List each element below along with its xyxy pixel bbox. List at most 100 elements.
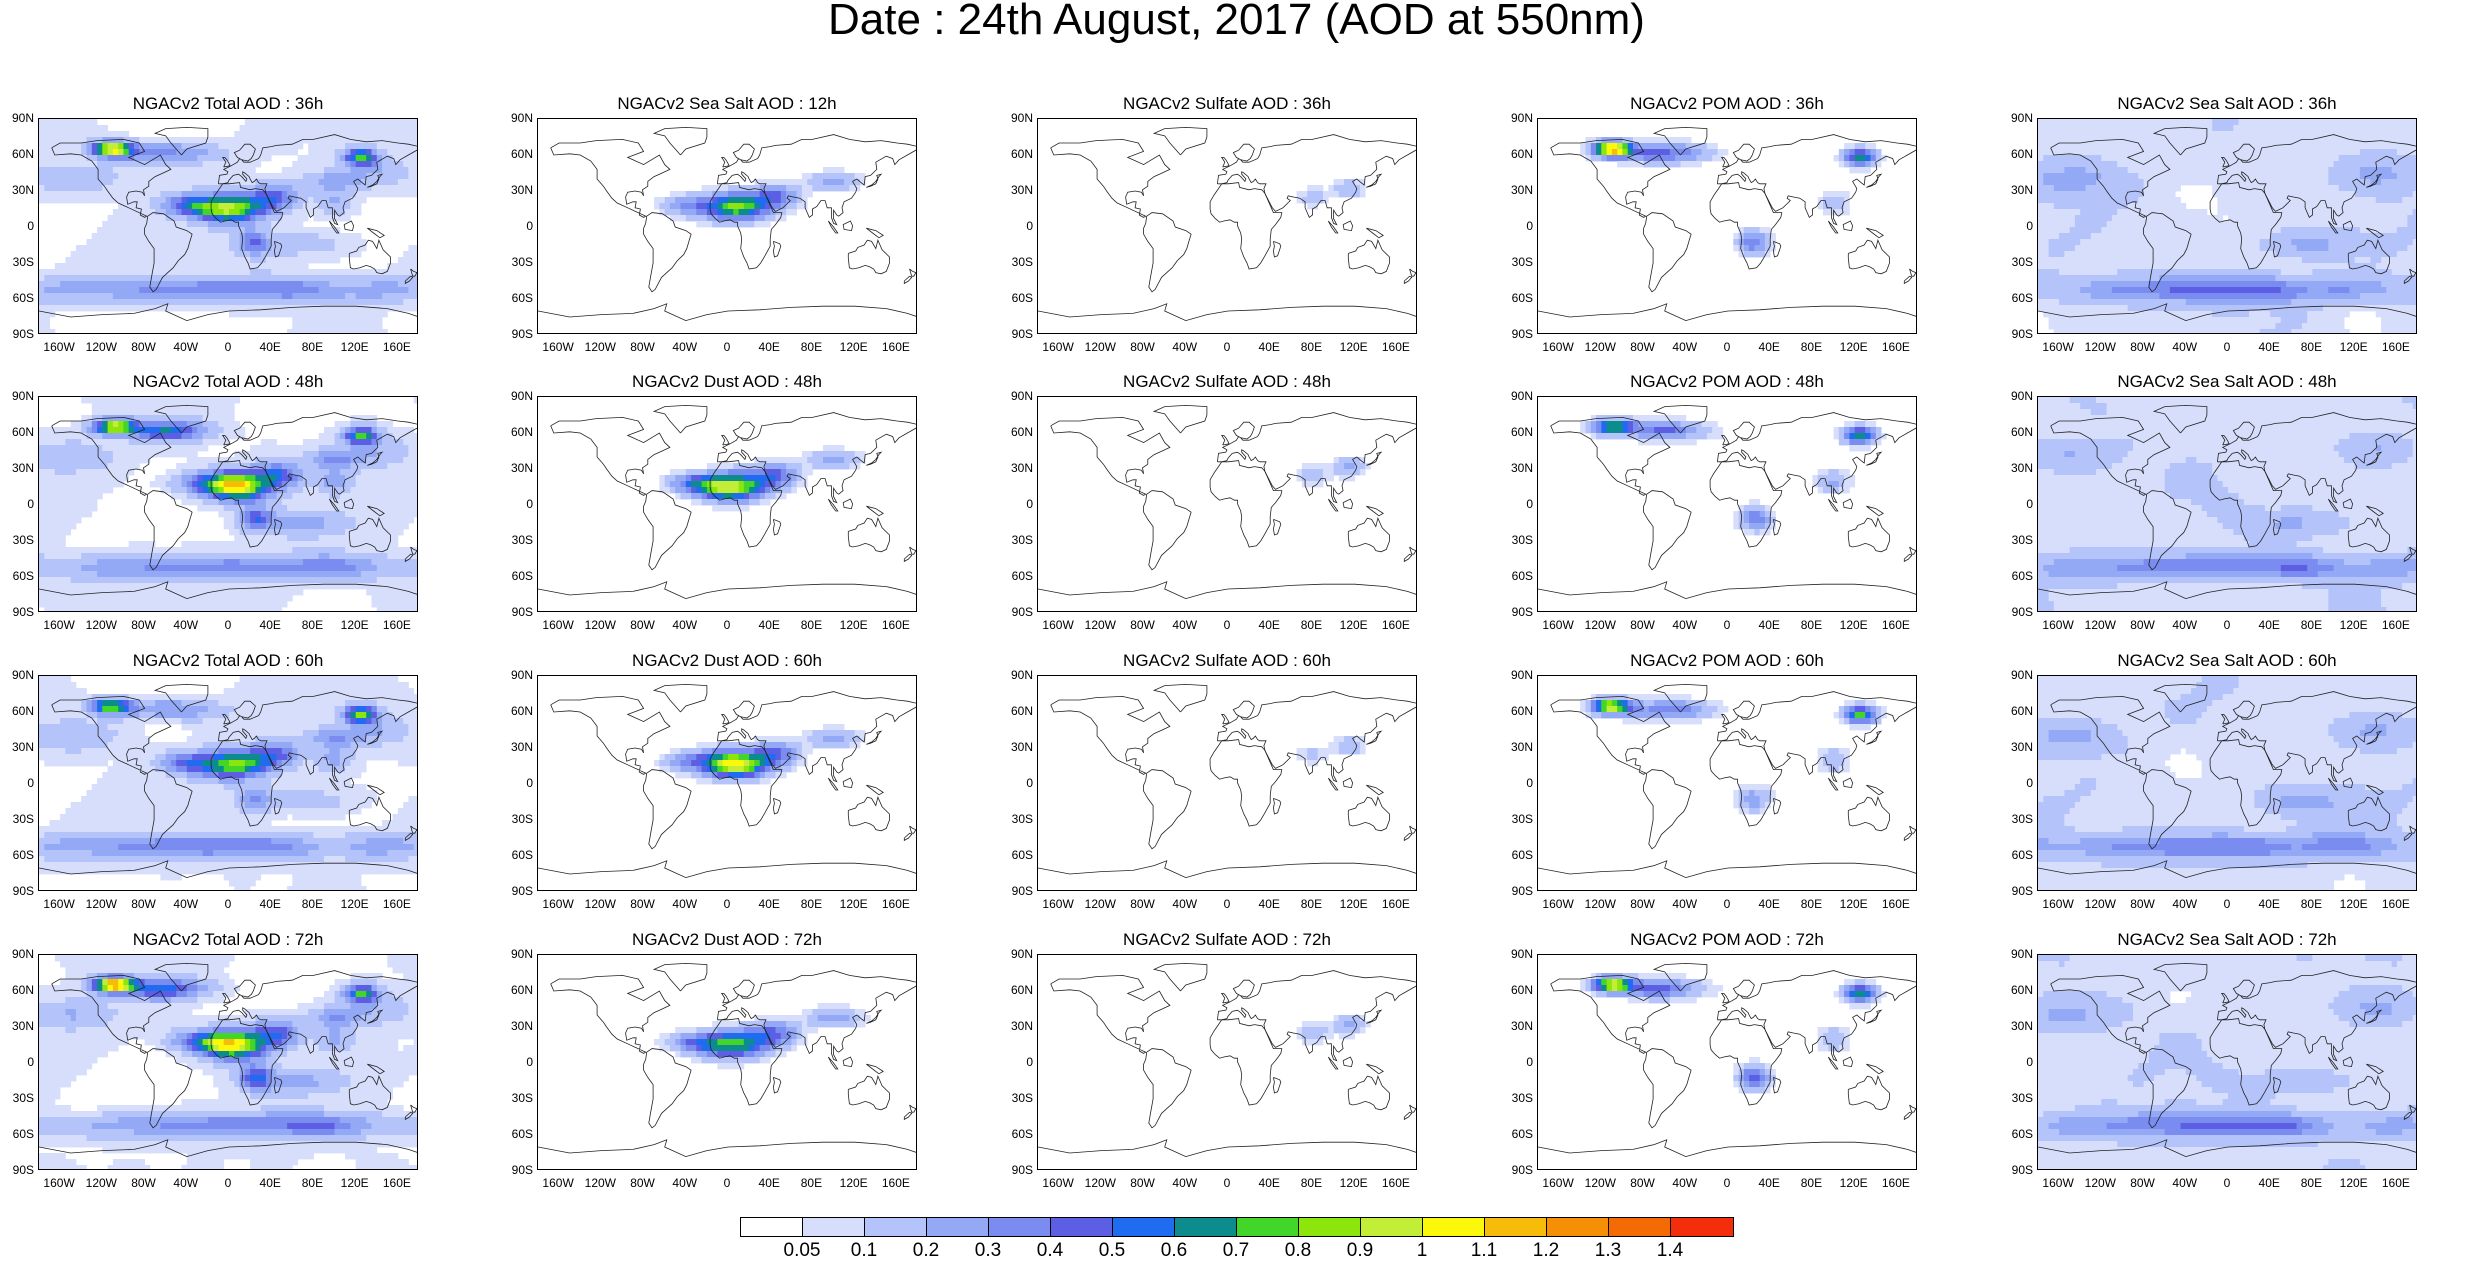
map-frame bbox=[1537, 954, 1917, 1170]
longitude-label: 120W bbox=[79, 618, 123, 632]
latitude-label: 60N bbox=[4, 426, 34, 438]
latitude-label: 0 bbox=[1503, 777, 1533, 789]
panel-title: NGACv2 POM AOD : 72h bbox=[1537, 930, 1917, 950]
latitude-label: 30N bbox=[2003, 462, 2033, 474]
latitude-label: 60N bbox=[1003, 705, 1033, 717]
latitude-label: 0 bbox=[1003, 1056, 1033, 1068]
latitude-label: 30N bbox=[4, 741, 34, 753]
longitude-label: 0 bbox=[206, 897, 250, 911]
longitude-label: 160E bbox=[1374, 618, 1418, 632]
latitude-label: 30S bbox=[1503, 256, 1533, 268]
map-frame bbox=[2037, 954, 2417, 1170]
map-frame bbox=[1037, 118, 1417, 334]
aod-shading bbox=[2038, 397, 2417, 612]
latitude-label: 60S bbox=[1503, 849, 1533, 861]
latitude-label: 0 bbox=[2003, 498, 2033, 510]
latitude-label: 30S bbox=[1503, 813, 1533, 825]
latitude-label: 90S bbox=[4, 606, 34, 618]
latitude-label: 0 bbox=[1503, 220, 1533, 232]
latitude-label: 30S bbox=[4, 813, 34, 825]
latitude-label: 30S bbox=[1003, 813, 1033, 825]
longitude-label: 160E bbox=[2374, 618, 2418, 632]
longitude-label: 40E bbox=[2247, 1176, 2291, 1190]
longitude-label: 0 bbox=[705, 340, 749, 354]
aod-field-map bbox=[39, 955, 418, 1170]
colorbar bbox=[740, 1217, 1734, 1237]
longitude-label: 40E bbox=[1747, 340, 1791, 354]
map-frame bbox=[1037, 954, 1417, 1170]
longitude-label: 40E bbox=[1747, 618, 1791, 632]
longitude-label: 160W bbox=[1036, 618, 1080, 632]
latitude-label: 0 bbox=[503, 777, 533, 789]
longitude-label: 80E bbox=[1289, 618, 1333, 632]
colorbar-label: 1.3 bbox=[1583, 1240, 1633, 1262]
latitude-label: 60S bbox=[503, 1128, 533, 1140]
longitude-label: 80E bbox=[1789, 1176, 1833, 1190]
longitude-label: 80W bbox=[2121, 618, 2165, 632]
latitude-label: 60N bbox=[1503, 984, 1533, 996]
longitude-label: 80W bbox=[1621, 340, 1665, 354]
aod-field-map bbox=[1538, 955, 1917, 1170]
panel-title: NGACv2 Sea Salt AOD : 12h bbox=[537, 94, 917, 114]
longitude-label: 80E bbox=[290, 1176, 334, 1190]
longitude-label: 120W bbox=[1578, 618, 1622, 632]
longitude-label: 80W bbox=[2121, 1176, 2165, 1190]
latitude-label: 30N bbox=[1003, 741, 1033, 753]
aod-shading bbox=[39, 119, 418, 334]
latitude-label: 30S bbox=[4, 256, 34, 268]
longitude-label: 40W bbox=[1663, 897, 1707, 911]
longitude-label: 160E bbox=[375, 340, 419, 354]
latitude-label: 90S bbox=[4, 1164, 34, 1176]
longitude-label: 0 bbox=[1205, 1176, 1249, 1190]
longitude-label: 120E bbox=[1332, 1176, 1376, 1190]
latitude-label: 90N bbox=[1503, 669, 1533, 681]
panel-title: NGACv2 Sulfate AOD : 60h bbox=[1037, 651, 1417, 671]
latitude-label: 90N bbox=[1003, 669, 1033, 681]
latitude-label: 30N bbox=[4, 184, 34, 196]
longitude-label: 160E bbox=[874, 1176, 918, 1190]
longitude-label: 80W bbox=[122, 897, 166, 911]
aod-field-map bbox=[1538, 676, 1917, 891]
aod-shading bbox=[2038, 119, 2417, 334]
latitude-label: 90S bbox=[2003, 1164, 2033, 1176]
longitude-label: 0 bbox=[1705, 340, 1749, 354]
longitude-label: 120E bbox=[333, 1176, 377, 1190]
longitude-label: 80W bbox=[621, 1176, 665, 1190]
latitude-label: 90S bbox=[1503, 328, 1533, 340]
longitude-label: 160W bbox=[2036, 1176, 2080, 1190]
longitude-label: 80W bbox=[2121, 897, 2165, 911]
longitude-label: 0 bbox=[1205, 618, 1249, 632]
longitude-label: 80W bbox=[122, 1176, 166, 1190]
longitude-label: 160E bbox=[1874, 340, 1918, 354]
aod-shading bbox=[1297, 736, 1366, 766]
longitude-label: 160W bbox=[1536, 618, 1580, 632]
map-frame bbox=[2037, 118, 2417, 334]
latitude-label: 60S bbox=[2003, 570, 2033, 582]
latitude-label: 90S bbox=[1003, 1164, 1033, 1176]
latitude-label: 90N bbox=[2003, 112, 2033, 124]
longitude-label: 80E bbox=[2289, 340, 2333, 354]
latitude-label: 60N bbox=[503, 148, 533, 160]
longitude-label: 160W bbox=[2036, 897, 2080, 911]
latitude-label: 90S bbox=[4, 885, 34, 897]
longitude-label: 120W bbox=[578, 618, 622, 632]
longitude-label: 160W bbox=[1536, 1176, 1580, 1190]
latitude-label: 60N bbox=[1503, 148, 1533, 160]
longitude-label: 120W bbox=[2078, 618, 2122, 632]
longitude-label: 80E bbox=[1289, 340, 1333, 354]
longitude-label: 40E bbox=[248, 618, 292, 632]
latitude-label: 30S bbox=[2003, 1092, 2033, 1104]
map-frame bbox=[38, 118, 418, 334]
aod-field-map bbox=[1038, 676, 1417, 891]
longitude-label: 160E bbox=[375, 897, 419, 911]
latitude-label: 60S bbox=[1003, 570, 1033, 582]
longitude-label: 160E bbox=[2374, 340, 2418, 354]
latitude-label: 90S bbox=[503, 606, 533, 618]
longitude-label: 0 bbox=[206, 1176, 250, 1190]
map-frame bbox=[38, 396, 418, 612]
latitude-label: 0 bbox=[2003, 220, 2033, 232]
longitude-label: 40W bbox=[1663, 618, 1707, 632]
longitude-label: 120W bbox=[1078, 340, 1122, 354]
longitude-label: 160W bbox=[1036, 1176, 1080, 1190]
longitude-label: 40E bbox=[2247, 340, 2291, 354]
